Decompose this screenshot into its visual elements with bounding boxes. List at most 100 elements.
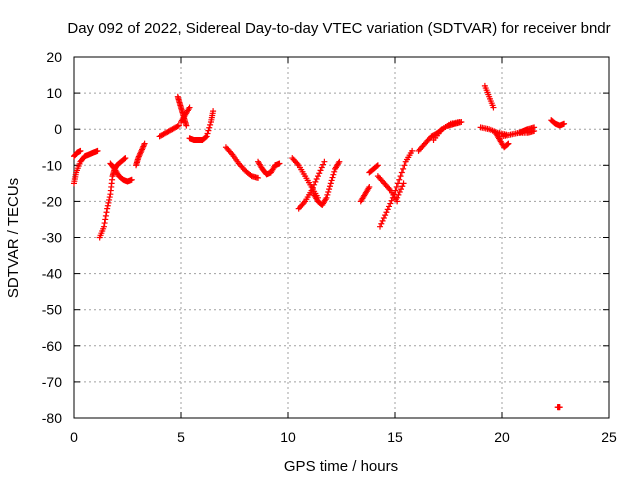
data-point bbox=[309, 184, 316, 191]
data-point bbox=[101, 220, 108, 227]
data-point bbox=[325, 189, 332, 196]
data-point bbox=[396, 189, 403, 196]
series-track-6 bbox=[156, 122, 182, 140]
data-point bbox=[204, 130, 211, 137]
x-tick-label: 0 bbox=[70, 429, 78, 445]
series-track-2 bbox=[71, 147, 84, 160]
y-tick-label: -50 bbox=[42, 302, 62, 318]
y-axis-title: SDTVAR / TECUs bbox=[5, 178, 22, 298]
series-track-24 bbox=[481, 82, 497, 111]
data-point bbox=[186, 104, 193, 111]
data-point bbox=[320, 161, 327, 168]
data-point bbox=[255, 174, 262, 181]
data-point bbox=[388, 197, 395, 204]
data-point bbox=[374, 162, 381, 169]
series-track-30 bbox=[554, 404, 563, 411]
data-point bbox=[324, 191, 331, 198]
data-point bbox=[128, 176, 135, 183]
data-point bbox=[401, 162, 408, 169]
data-point bbox=[383, 209, 390, 216]
axis-ticks bbox=[73, 56, 610, 419]
data-point bbox=[330, 171, 337, 178]
series-track-19 bbox=[374, 173, 401, 205]
data-point bbox=[121, 155, 128, 162]
data-point bbox=[105, 199, 112, 206]
x-tick-label: 20 bbox=[494, 429, 510, 445]
data-point bbox=[377, 223, 384, 230]
data-point bbox=[378, 220, 385, 227]
series-track-28 bbox=[516, 124, 538, 136]
y-tick-labels: 20 10 0 -10 -20 -30 -40 -50 -60 -70 -80 bbox=[42, 49, 62, 426]
data-point bbox=[394, 194, 401, 201]
data-point bbox=[397, 186, 404, 193]
series-track-8 bbox=[178, 104, 193, 125]
series-track-18 bbox=[377, 147, 416, 230]
data-point bbox=[318, 164, 325, 171]
data-point bbox=[104, 205, 111, 212]
data-point bbox=[210, 108, 217, 115]
data-point bbox=[207, 121, 214, 128]
x-axis-title: GPS time / hours bbox=[284, 458, 398, 475]
data-point bbox=[400, 165, 407, 172]
data-point bbox=[202, 134, 209, 141]
chart-title: Day 092 of 2022, Sidereal Day-to-day VTE… bbox=[67, 20, 610, 37]
data-point bbox=[393, 183, 400, 190]
data-point bbox=[382, 212, 389, 219]
data-point bbox=[94, 147, 101, 154]
data-point bbox=[106, 196, 113, 203]
y-tick-label: -40 bbox=[42, 266, 62, 282]
data-point bbox=[327, 180, 334, 187]
data-point bbox=[556, 404, 563, 411]
data-point bbox=[122, 155, 129, 162]
data-point bbox=[206, 124, 213, 131]
x-tick-label: 10 bbox=[280, 429, 296, 445]
data-point bbox=[399, 183, 406, 190]
data-point bbox=[379, 217, 386, 224]
y-tick-label: -70 bbox=[42, 374, 62, 390]
data-point bbox=[387, 200, 394, 207]
data-point bbox=[316, 170, 323, 177]
data-point bbox=[102, 216, 109, 223]
data-point bbox=[104, 202, 111, 209]
series-track-10 bbox=[222, 144, 262, 181]
data-point bbox=[331, 168, 338, 175]
series-track-12 bbox=[272, 160, 283, 169]
data-point bbox=[396, 176, 403, 183]
series-track-17 bbox=[366, 162, 381, 176]
series-track-16 bbox=[357, 183, 373, 205]
grid-lines bbox=[74, 57, 609, 418]
data-point bbox=[183, 122, 190, 129]
y-tick-label: -10 bbox=[42, 157, 62, 173]
data-point bbox=[326, 183, 333, 190]
data-point bbox=[311, 181, 318, 188]
data-point bbox=[205, 127, 212, 134]
y-tick-label: -80 bbox=[42, 410, 62, 426]
data-point bbox=[384, 206, 391, 213]
data-point bbox=[397, 173, 404, 180]
data-point bbox=[323, 194, 330, 201]
data-point bbox=[400, 180, 407, 187]
data-point bbox=[458, 118, 465, 125]
data-point bbox=[321, 158, 328, 165]
data-point bbox=[77, 147, 84, 154]
data-point bbox=[328, 177, 335, 184]
data-point bbox=[386, 203, 393, 210]
data-point bbox=[395, 191, 402, 198]
data-point bbox=[490, 104, 497, 111]
series-track-15 bbox=[310, 158, 343, 209]
data-point bbox=[366, 183, 373, 190]
data-point bbox=[175, 122, 182, 129]
y-tick-label: -60 bbox=[42, 338, 62, 354]
series-track-5 bbox=[133, 140, 148, 169]
x-tick-labels: 0 5 10 15 20 25 bbox=[70, 429, 617, 445]
y-tick-label: -20 bbox=[42, 193, 62, 209]
data-point bbox=[374, 163, 381, 170]
data-point bbox=[174, 123, 181, 130]
data-point bbox=[313, 176, 320, 183]
x-tick-label: 25 bbox=[601, 429, 617, 445]
data-point bbox=[561, 120, 568, 127]
data-point bbox=[329, 174, 336, 181]
data-point bbox=[336, 158, 343, 165]
data-point bbox=[312, 178, 319, 185]
